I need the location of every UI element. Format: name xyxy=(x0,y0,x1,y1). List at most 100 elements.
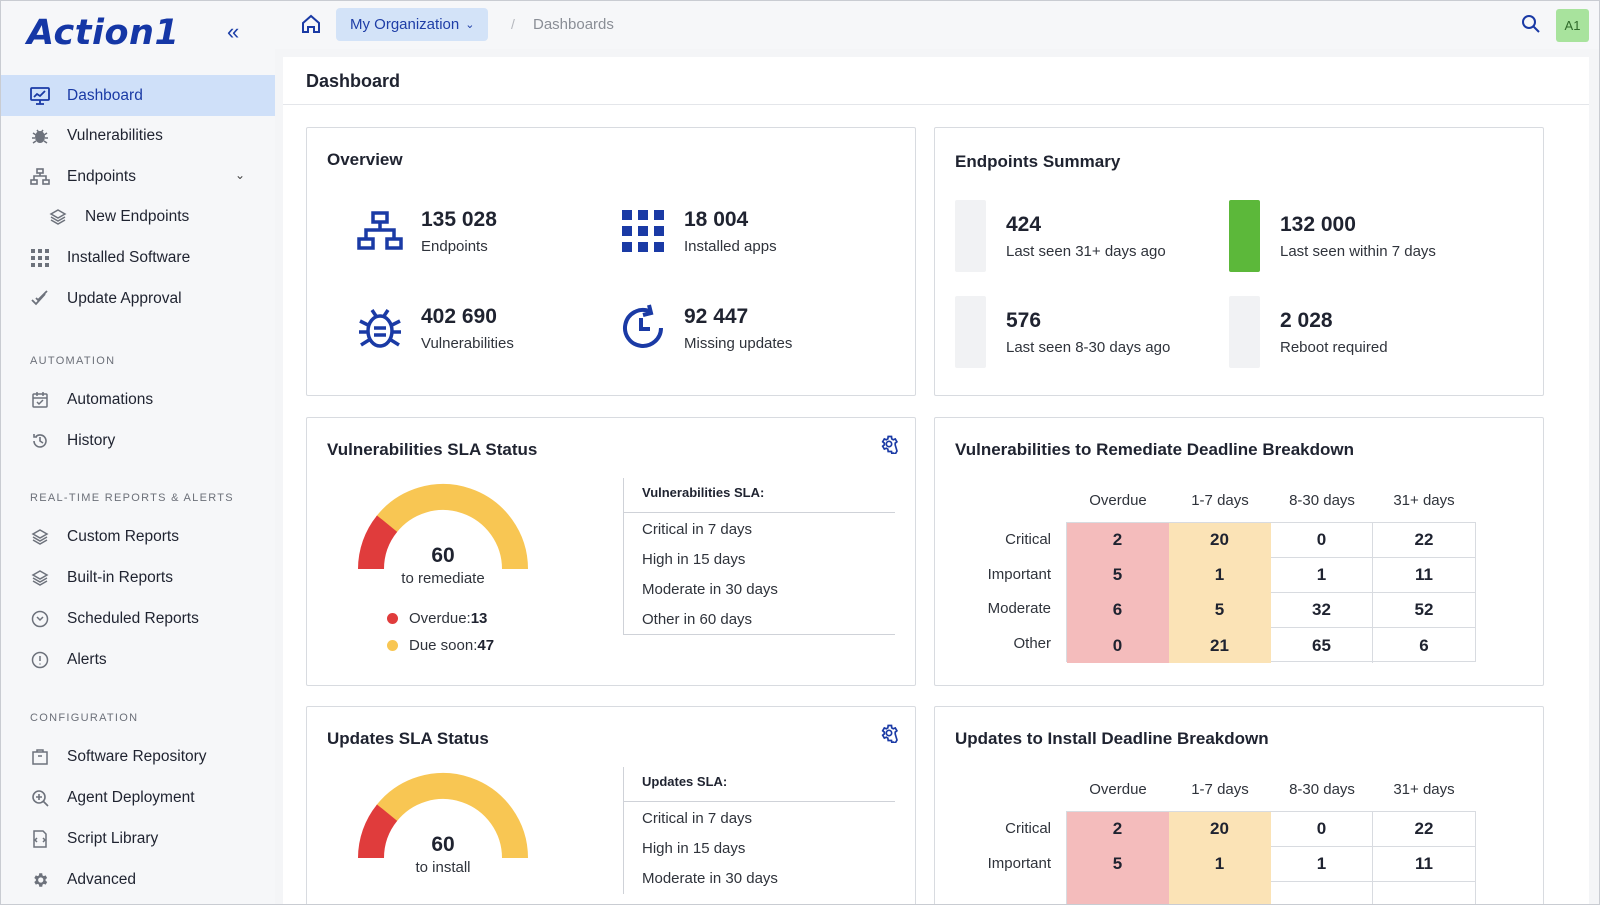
sidebar-item-history[interactable]: History xyxy=(1,420,275,461)
table-cell[interactable]: 0 xyxy=(1067,628,1169,663)
sidebar-item-label: Agent Deployment xyxy=(67,788,195,806)
history-icon xyxy=(29,430,51,452)
section-label-reports: REAL-TIME REPORTS & ALERTS xyxy=(30,492,234,504)
table-cell[interactable]: 52 xyxy=(1373,593,1475,628)
table-cell[interactable]: 22 xyxy=(1373,523,1475,558)
table-cell[interactable]: 1 xyxy=(1271,847,1373,882)
sla-policy-list: Vulnerabilities SLA: Critical in 7 days … xyxy=(623,478,895,635)
sidebar-item-label: Dashboard xyxy=(67,86,143,104)
collapse-sidebar-icon[interactable]: « xyxy=(227,19,240,44)
gear-icon[interactable] xyxy=(879,723,899,748)
script-icon xyxy=(29,828,51,850)
overview-value: 135 028 xyxy=(421,207,497,231)
table-cell[interactable]: 32 xyxy=(1271,593,1373,628)
table-cell[interactable]: 5 xyxy=(1169,593,1271,628)
breakdown-table: 2 20 0 22 5 1 1 11 xyxy=(1066,811,1476,904)
overview-item-installed-apps[interactable]: 18 004 Installed apps xyxy=(618,206,777,256)
sidebar-item-automations[interactable]: Automations xyxy=(1,379,275,420)
table-cell[interactable]: 20 xyxy=(1169,523,1271,558)
sidebar-item-label: Automations xyxy=(67,390,154,408)
sidebar-item-software-repository[interactable]: Software Repository xyxy=(1,736,275,777)
table-cell[interactable]: 2 xyxy=(1067,812,1169,847)
home-icon[interactable] xyxy=(301,14,321,39)
sidebar-item-installed-software[interactable]: Installed Software xyxy=(1,237,275,278)
gauge-label: to install xyxy=(415,859,471,876)
vulnerabilities-breakdown-card: Vulnerabilities to Remediate Deadline Br… xyxy=(934,417,1544,686)
calendar-check-icon xyxy=(29,389,51,411)
table-cell[interactable]: 11 xyxy=(1373,847,1475,882)
table-cell[interactable]: 21 xyxy=(1169,628,1271,663)
summary-value: 132 000 xyxy=(1280,212,1356,236)
sla-policy-line: Critical in 7 days xyxy=(642,521,753,538)
sidebar-item-vulnerabilities[interactable]: Vulnerabilities xyxy=(1,115,275,156)
sidebar-item-scheduled-reports[interactable]: Scheduled Reports xyxy=(1,598,275,639)
table-cell[interactable]: 22 xyxy=(1373,812,1475,847)
summary-value: 424 xyxy=(1006,212,1042,236)
card-title: Vulnerabilities SLA Status xyxy=(327,440,538,459)
overview-item-vulnerabilities[interactable]: 402 690 Vulnerabilities xyxy=(355,303,514,353)
gauge-overdue-arc xyxy=(358,515,398,570)
overview-label: Endpoints xyxy=(421,237,488,255)
sidebar-item-agent-deployment[interactable]: Agent Deployment xyxy=(1,777,275,818)
zoom-plus-icon xyxy=(29,787,51,809)
sidebar-item-endpoints[interactable]: Endpoints ⌄ xyxy=(1,156,275,197)
gear-icon xyxy=(29,869,51,891)
legend-dot xyxy=(387,613,398,624)
sla-policy-line: Critical in 7 days xyxy=(642,810,753,827)
sidebar-item-built-in-reports[interactable]: Built-in Reports xyxy=(1,557,275,598)
table-cell[interactable]: 20 xyxy=(1169,812,1271,847)
table-cell[interactable]: 1 xyxy=(1271,558,1373,593)
sidebar-item-alerts[interactable]: Alerts xyxy=(1,639,275,680)
table-cell[interactable]: 5 xyxy=(1067,847,1169,882)
table-cell[interactable]: 0 xyxy=(1271,523,1373,558)
sidebar-item-label: Installed Software xyxy=(67,248,191,266)
table-cell[interactable]: 6 xyxy=(1067,593,1169,628)
table-cell[interactable]: 1 xyxy=(1169,558,1271,593)
card-title: Overview xyxy=(327,150,403,169)
endpoints-summary-item[interactable]: 424 Last seen 31+ days ago xyxy=(955,200,1166,272)
gauge-due-soon-arc xyxy=(375,484,528,570)
updates-breakdown-card: Updates to Install Deadline Breakdown Ov… xyxy=(934,706,1544,904)
table-cell[interactable]: 65 xyxy=(1271,628,1373,663)
table-cell[interactable]: 5 xyxy=(1067,558,1169,593)
sla-policy-list: Updates SLA: Critical in 7 days High in … xyxy=(623,767,895,894)
sla-policy-line: High in 15 days xyxy=(642,840,746,857)
sidebar-item-advanced[interactable]: Advanced xyxy=(1,859,275,900)
card-title: Endpoints Summary xyxy=(955,152,1121,171)
gear-icon[interactable] xyxy=(879,434,899,459)
card-title: Updates to Install Deadline Breakdown xyxy=(955,729,1269,748)
vulnerabilities-sla-card: Vulnerabilities SLA Status 60 to remedia… xyxy=(306,417,916,686)
organization-dropdown[interactable]: My Organization ⌄ xyxy=(336,8,489,41)
page-title: Dashboard xyxy=(306,71,401,91)
sidebar-item-new-endpoints[interactable]: New Endpoints xyxy=(1,196,275,237)
table-cell[interactable]: 2 xyxy=(1067,523,1169,558)
overview-item-endpoints[interactable]: 135 028 Endpoints xyxy=(355,206,497,256)
gauge-label: to remediate xyxy=(401,570,485,587)
summary-label: Last seen 8-30 days ago xyxy=(1006,338,1171,356)
page-header: Dashboard xyxy=(283,57,1589,105)
clock-circle-icon xyxy=(29,608,51,630)
overview-item-missing-updates[interactable]: 92 447 Missing updates xyxy=(618,303,792,353)
row-header: Moderate xyxy=(987,600,1051,617)
legend-value: 47 xyxy=(477,637,495,654)
chevron-down-icon[interactable]: ⌄ xyxy=(234,168,245,182)
endpoints-summary-item[interactable]: 132 000 Last seen within 7 days xyxy=(1229,200,1436,272)
sidebar-item-label: Advanced xyxy=(67,870,136,888)
table-cell[interactable]: 6 xyxy=(1419,635,1429,655)
table-cell[interactable]: 1 xyxy=(1169,847,1271,882)
table-cell[interactable]: 11 xyxy=(1373,558,1475,593)
avatar[interactable]: A1 xyxy=(1556,9,1589,42)
endpoints-summary-item[interactable]: 2 028 Reboot required xyxy=(1229,296,1388,368)
layers-icon xyxy=(29,526,51,548)
dashboard-content: Overview 135 028 Endpoints 18 004 Installe… xyxy=(283,105,1589,904)
search-icon[interactable] xyxy=(1521,14,1541,39)
gauge-due-soon-arc xyxy=(375,773,528,859)
sidebar-item-dashboard[interactable]: Dashboard xyxy=(1,75,275,116)
endpoints-summary-item[interactable]: 576 Last seen 8-30 days ago xyxy=(955,296,1170,368)
sidebar-item-update-approval[interactable]: Update Approval xyxy=(1,278,275,319)
breadcrumb[interactable]: Dashboards xyxy=(533,16,614,33)
table-cell[interactable]: 0 xyxy=(1271,812,1373,847)
status-bar xyxy=(955,200,986,272)
sidebar-item-script-library[interactable]: Script Library xyxy=(1,818,275,859)
sidebar-item-custom-reports[interactable]: Custom Reports xyxy=(1,516,275,557)
